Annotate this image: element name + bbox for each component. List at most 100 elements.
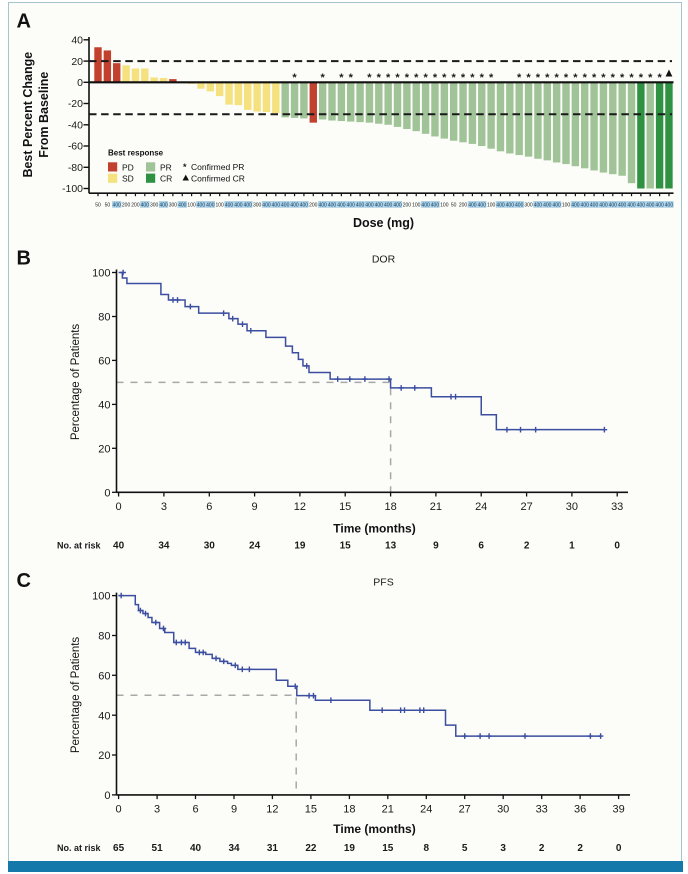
svg-text:40: 40 (98, 400, 110, 412)
svg-text:400: 400 (618, 203, 627, 209)
svg-text:31: 31 (267, 843, 279, 854)
svg-text:400: 400 (552, 203, 561, 209)
svg-text:9: 9 (433, 541, 439, 552)
svg-text:*: * (470, 72, 475, 84)
svg-text:50: 50 (451, 203, 457, 209)
svg-text:33: 33 (536, 803, 548, 815)
svg-text:400: 400 (365, 203, 374, 209)
svg-text:80: 80 (98, 312, 110, 324)
svg-text:2: 2 (524, 541, 530, 552)
svg-text:80: 80 (98, 631, 110, 643)
svg-text:100: 100 (412, 203, 421, 209)
svg-text:9: 9 (231, 803, 237, 815)
svg-text:*: * (657, 72, 662, 84)
svg-text:CR: CR (160, 174, 172, 184)
svg-text:27: 27 (520, 501, 532, 513)
svg-text:*: * (480, 72, 485, 84)
svg-text:400: 400 (431, 203, 440, 209)
svg-text:3: 3 (154, 803, 160, 815)
svg-text:400: 400 (225, 203, 234, 209)
svg-text:2: 2 (539, 843, 545, 854)
svg-text:1: 1 (569, 541, 575, 552)
svg-text:*: * (489, 72, 494, 84)
svg-text:400: 400 (571, 203, 580, 209)
svg-text:*: * (433, 72, 438, 84)
svg-text:100: 100 (562, 203, 571, 209)
svg-text:39: 39 (612, 803, 624, 815)
svg-text:From Baseline: From Baseline (37, 72, 51, 158)
svg-text:100: 100 (487, 203, 496, 209)
svg-text:Time (months): Time (months) (333, 522, 415, 536)
svg-text:0: 0 (104, 790, 110, 802)
svg-text:18: 18 (343, 803, 355, 815)
svg-text:400: 400 (281, 203, 290, 209)
svg-text:0: 0 (116, 803, 122, 815)
svg-text:22: 22 (305, 843, 317, 854)
svg-text:6: 6 (192, 803, 198, 815)
svg-text:34: 34 (228, 843, 240, 854)
svg-text:33: 33 (611, 501, 623, 513)
svg-text:100: 100 (92, 591, 110, 603)
svg-text:400: 400 (178, 203, 187, 209)
svg-text:Percentage of Patients: Percentage of Patients (70, 324, 82, 441)
svg-text:27: 27 (459, 803, 471, 815)
svg-text:*: * (611, 72, 616, 84)
svg-text:5: 5 (462, 843, 468, 854)
svg-text:0: 0 (616, 843, 622, 854)
svg-text:0: 0 (77, 77, 83, 89)
svg-text:400: 400 (318, 203, 327, 209)
svg-text:400: 400 (506, 203, 515, 209)
svg-text:400: 400 (328, 203, 337, 209)
svg-text:PFS: PFS (373, 577, 393, 589)
svg-text:400: 400 (590, 203, 599, 209)
svg-text:*: * (367, 72, 372, 84)
svg-text:15: 15 (340, 541, 352, 552)
svg-text:24: 24 (420, 803, 432, 815)
svg-text:*: * (564, 72, 569, 84)
svg-text:DOR: DOR (372, 254, 396, 266)
svg-text:30: 30 (204, 541, 216, 552)
svg-text:*: * (583, 72, 588, 84)
svg-text:20: 20 (98, 443, 110, 455)
svg-text:15: 15 (382, 843, 394, 854)
svg-text:400: 400 (290, 203, 299, 209)
svg-text:*: * (648, 72, 653, 84)
svg-text:*: * (442, 72, 447, 84)
svg-text:-60: -60 (68, 141, 83, 153)
svg-text:SD: SD (122, 174, 134, 184)
svg-text:8: 8 (424, 843, 430, 854)
svg-text:400: 400 (262, 203, 271, 209)
svg-text:*: * (349, 72, 354, 84)
svg-text:60: 60 (98, 670, 110, 682)
svg-text:3: 3 (500, 843, 506, 854)
svg-text:40: 40 (98, 710, 110, 722)
svg-text:300: 300 (253, 203, 262, 209)
svg-text:50: 50 (105, 203, 111, 209)
svg-text:*: * (377, 72, 382, 84)
svg-text:400: 400 (197, 203, 206, 209)
svg-text:20: 20 (71, 56, 83, 68)
svg-text:*: * (320, 72, 325, 84)
svg-text:*: * (386, 72, 391, 84)
svg-text:400: 400 (534, 203, 543, 209)
svg-text:65: 65 (113, 843, 125, 854)
svg-text:400: 400 (627, 203, 636, 209)
svg-text:9: 9 (252, 501, 258, 513)
svg-text:*: * (339, 72, 344, 84)
svg-text:36: 36 (574, 803, 586, 815)
svg-text:51: 51 (152, 843, 164, 854)
svg-text:A: A (17, 11, 31, 33)
svg-text:400: 400 (646, 203, 655, 209)
svg-text:400: 400 (599, 203, 608, 209)
svg-text:60: 60 (98, 356, 110, 368)
svg-text:400: 400 (655, 203, 664, 209)
svg-text:*: * (423, 72, 428, 84)
svg-text:400: 400 (496, 203, 505, 209)
svg-text:Time (months): Time (months) (333, 822, 415, 836)
svg-text:200: 200 (131, 203, 140, 209)
svg-text:400: 400 (637, 203, 646, 209)
svg-text:400: 400 (543, 203, 552, 209)
svg-text:400: 400 (337, 203, 346, 209)
svg-text:50: 50 (95, 203, 101, 209)
svg-text:*: * (517, 72, 522, 84)
